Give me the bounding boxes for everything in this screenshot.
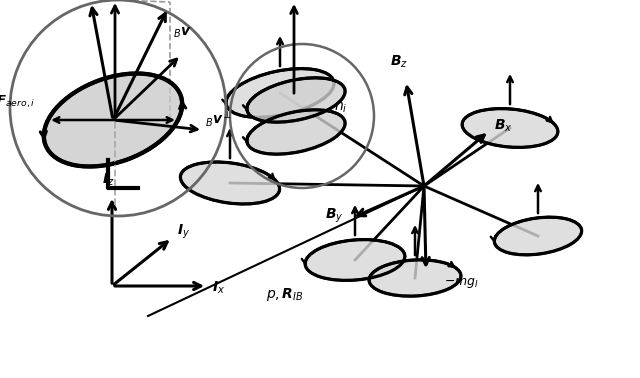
Ellipse shape <box>369 260 461 296</box>
Text: $\boldsymbol{I}_y$: $\boldsymbol{I}_y$ <box>177 223 190 241</box>
Text: $\boldsymbol{F}_{aero,i}$: $\boldsymbol{F}_{aero,i}$ <box>0 94 35 110</box>
Text: $\boldsymbol{I}_x$: $\boldsymbol{I}_x$ <box>212 280 225 296</box>
Text: $n_i$: $n_i$ <box>334 101 348 115</box>
Text: $-mg_I$: $-mg_I$ <box>444 276 479 290</box>
Ellipse shape <box>462 108 558 147</box>
Ellipse shape <box>247 78 345 122</box>
Text: $_{B}\boldsymbol{v}$: $_{B}\boldsymbol{v}$ <box>173 26 191 40</box>
Text: $p, \boldsymbol{R}_{IB}$: $p, \boldsymbol{R}_{IB}$ <box>266 286 304 303</box>
Text: $\boldsymbol{I}_z$: $\boldsymbol{I}_z$ <box>102 172 115 188</box>
Ellipse shape <box>180 162 280 204</box>
Text: $\boldsymbol{B}_z$: $\boldsymbol{B}_z$ <box>390 54 408 70</box>
Ellipse shape <box>226 69 334 117</box>
Text: $\boldsymbol{B}_y$: $\boldsymbol{B}_y$ <box>325 207 344 225</box>
Text: $\boldsymbol{B}_x$: $\boldsymbol{B}_x$ <box>494 118 513 134</box>
Ellipse shape <box>305 240 405 280</box>
Ellipse shape <box>494 217 582 255</box>
Text: $_{B}\boldsymbol{v}^{\perp}$: $_{B}\boldsymbol{v}^{\perp}$ <box>205 108 232 127</box>
Ellipse shape <box>44 73 182 167</box>
Ellipse shape <box>247 110 345 154</box>
